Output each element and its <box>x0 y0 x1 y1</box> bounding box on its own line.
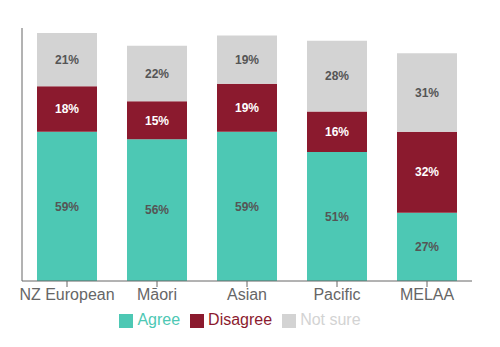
svg-text:16%: 16% <box>325 125 349 139</box>
svg-text:56%: 56% <box>145 203 169 217</box>
svg-text:31%: 31% <box>415 86 439 100</box>
svg-text:NZ European: NZ European <box>19 286 114 303</box>
svg-text:22%: 22% <box>145 67 169 81</box>
html-text:Not sure: Not sure <box>300 311 361 328</box>
svg-text:15%: 15% <box>145 114 169 128</box>
svg-text:Pacific: Pacific <box>313 286 360 303</box>
svg-text:Māori: Māori <box>137 286 177 303</box>
svg-text:51%: 51% <box>325 210 349 224</box>
svg-text:28%: 28% <box>325 69 349 83</box>
svg-text:18%: 18% <box>55 102 79 116</box>
svg-text:32%: 32% <box>415 165 439 179</box>
svg-text:59%: 59% <box>55 200 79 214</box>
svg-text:19%: 19% <box>235 53 259 67</box>
svg-text:MELAA: MELAA <box>400 286 455 303</box>
svg-text:27%: 27% <box>415 240 439 254</box>
svg-text:21%: 21% <box>55 53 79 67</box>
svg-text:19%: 19% <box>235 101 259 115</box>
svg-text:59%: 59% <box>235 200 259 214</box>
html-text:Disagree: Disagree <box>208 311 273 328</box>
svg-text:Asian: Asian <box>227 286 267 303</box>
html-text:Agree: Agree <box>137 311 181 328</box>
